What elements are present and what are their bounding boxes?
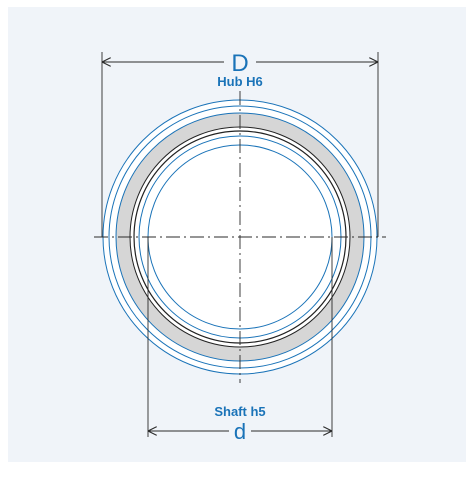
shaft-tolerance-label: Shaft h5 [214,404,265,419]
hub-tolerance-label: Hub H6 [217,74,263,89]
inner-diameter-symbol: d [234,419,246,444]
outer-diameter-symbol: D [231,50,248,77]
